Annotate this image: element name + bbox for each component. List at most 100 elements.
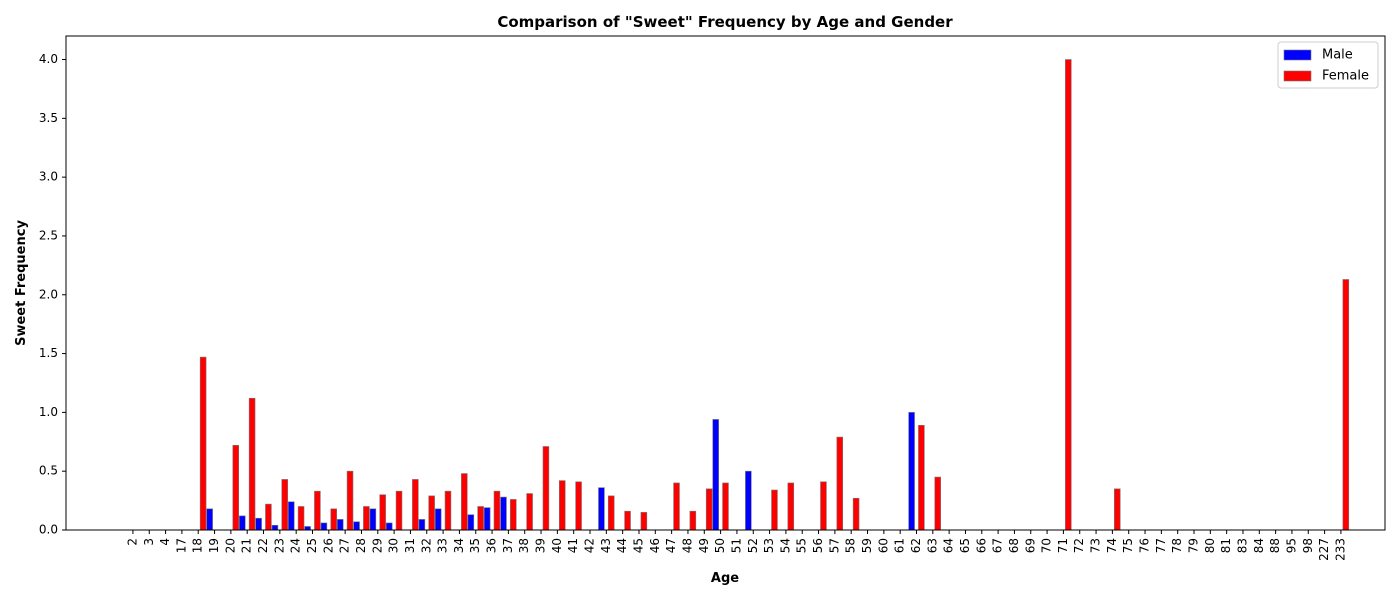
y-tick-label: 3.5	[39, 111, 58, 125]
bar-female-74	[1114, 488, 1121, 531]
bar-male-62	[908, 412, 915, 531]
bar-female-25	[314, 490, 321, 531]
bar-female-21	[248, 397, 256, 531]
x-tick-label: 29	[370, 538, 384, 553]
x-tick-label: 95	[1284, 538, 1298, 553]
x-tick-label: 35	[468, 538, 482, 553]
x-tick-label: 42	[583, 538, 597, 553]
y-tick-label: 1.5	[39, 346, 58, 360]
x-tick-label: 227	[1317, 538, 1331, 561]
x-tick-label: 62	[909, 538, 923, 553]
bars-layer	[199, 59, 1350, 531]
x-tick-label: 30	[387, 538, 401, 553]
bar-female-22	[265, 503, 272, 531]
x-tick-label: 75	[1121, 538, 1135, 553]
x-tick-label: 32	[419, 538, 433, 553]
legend-swatch-male	[1283, 49, 1312, 61]
bar-male-32	[418, 519, 426, 531]
x-tick-label: 47	[664, 538, 678, 553]
bar-female-45	[640, 512, 648, 531]
bar-male-29	[369, 508, 377, 531]
bar-male-35	[467, 514, 475, 531]
bar-female-44	[624, 510, 631, 531]
bar-female-26	[330, 508, 337, 531]
x-tick-label: 23	[272, 538, 286, 553]
legend-swatch-female	[1283, 70, 1312, 82]
x-tick-label: 50	[713, 538, 727, 553]
y-tick-label: 4.0	[39, 52, 58, 66]
x-tick-label: 43	[599, 538, 613, 553]
bar-female-35	[477, 506, 484, 531]
x-tick-label: 69	[1023, 538, 1037, 553]
bar-male-19	[206, 508, 213, 531]
x-tick-label: 67	[991, 538, 1005, 553]
bar-male-28	[353, 521, 360, 531]
x-tick-label: 58	[844, 538, 858, 553]
bar-female-18	[199, 356, 207, 531]
bar-female-233	[1342, 279, 1350, 531]
legend: Male Female	[1277, 41, 1379, 89]
x-tick-label: 59	[860, 538, 874, 553]
x-tick-label: 74	[1105, 538, 1119, 553]
x-tick-label: 72	[1072, 538, 1086, 553]
bar-female-43	[607, 495, 615, 531]
x-tick-label: 71	[1056, 538, 1070, 553]
x-tick-label: 24	[289, 538, 303, 553]
y-tick-label: 3.0	[39, 170, 58, 184]
x-tick-label: 31	[403, 538, 417, 553]
x-tick-label: 78	[1170, 538, 1184, 553]
bar-male-23	[271, 524, 279, 531]
x-tick-label: 44	[615, 538, 629, 553]
y-axis-label: Sweet Frequency	[14, 220, 29, 346]
bar-female-63	[934, 476, 941, 531]
x-tick-label: 54	[778, 538, 792, 553]
x-tick-label: 28	[354, 538, 368, 553]
bar-female-53	[771, 489, 778, 531]
bar-female-24	[297, 506, 305, 531]
bar-male-52	[745, 470, 752, 531]
bar-female-57	[836, 436, 844, 531]
bar-female-58	[852, 497, 860, 531]
bar-male-27	[337, 519, 344, 531]
chart-title: Comparison of "Sweet" Frequency by Age a…	[497, 13, 953, 31]
x-tick-label: 63	[925, 538, 939, 553]
x-tick-label: 84	[1252, 538, 1266, 553]
x-tick-label: 22	[256, 538, 270, 553]
x-tick-label: 41	[566, 538, 580, 553]
x-tick-label: 57	[827, 538, 841, 553]
x-tick-label: 81	[1219, 538, 1233, 553]
x-tick-label: 26	[321, 538, 335, 553]
bar-male-43	[598, 487, 605, 531]
bar-female-28	[363, 506, 370, 531]
x-tick-label: 4	[158, 538, 172, 546]
x-tick-label: 18	[191, 538, 205, 553]
bar-female-40	[559, 480, 566, 531]
x-tick-label: 46	[648, 538, 662, 553]
x-tick-label: 56	[811, 538, 825, 553]
bar-female-39	[542, 446, 550, 531]
x-tick-label: 39	[534, 538, 548, 553]
y-tick-label: 1.0	[39, 405, 58, 419]
x-tick-label: 68	[1007, 538, 1021, 553]
x-tick-label: 45	[631, 538, 645, 553]
plot-frame	[65, 35, 1386, 531]
bar-male-22	[255, 517, 262, 531]
bar-male-24	[288, 501, 295, 531]
legend-label-female: Female	[1322, 69, 1369, 84]
bar-male-33	[434, 508, 442, 531]
bar-female-27	[346, 470, 354, 531]
bar-female-23	[281, 479, 288, 531]
x-tick-label: 20	[223, 538, 237, 553]
bar-female-47	[673, 482, 680, 531]
bar-male-50	[712, 419, 719, 531]
x-tick-label: 34	[452, 538, 466, 553]
x-tick-label: 98	[1301, 538, 1315, 553]
x-tick-label: 2	[125, 538, 139, 546]
y-tick-label: 0.0	[39, 523, 58, 537]
y-tick-label: 0.5	[39, 464, 58, 478]
x-tick-label: 33	[436, 538, 450, 553]
x-tick-label: 48	[680, 538, 694, 553]
legend-label-male: Male	[1322, 48, 1353, 63]
y-ticks-layer: 0.0 0.5 1.0 1.5 2.0 2.5 3.0 3.5 4.0	[39, 52, 66, 537]
